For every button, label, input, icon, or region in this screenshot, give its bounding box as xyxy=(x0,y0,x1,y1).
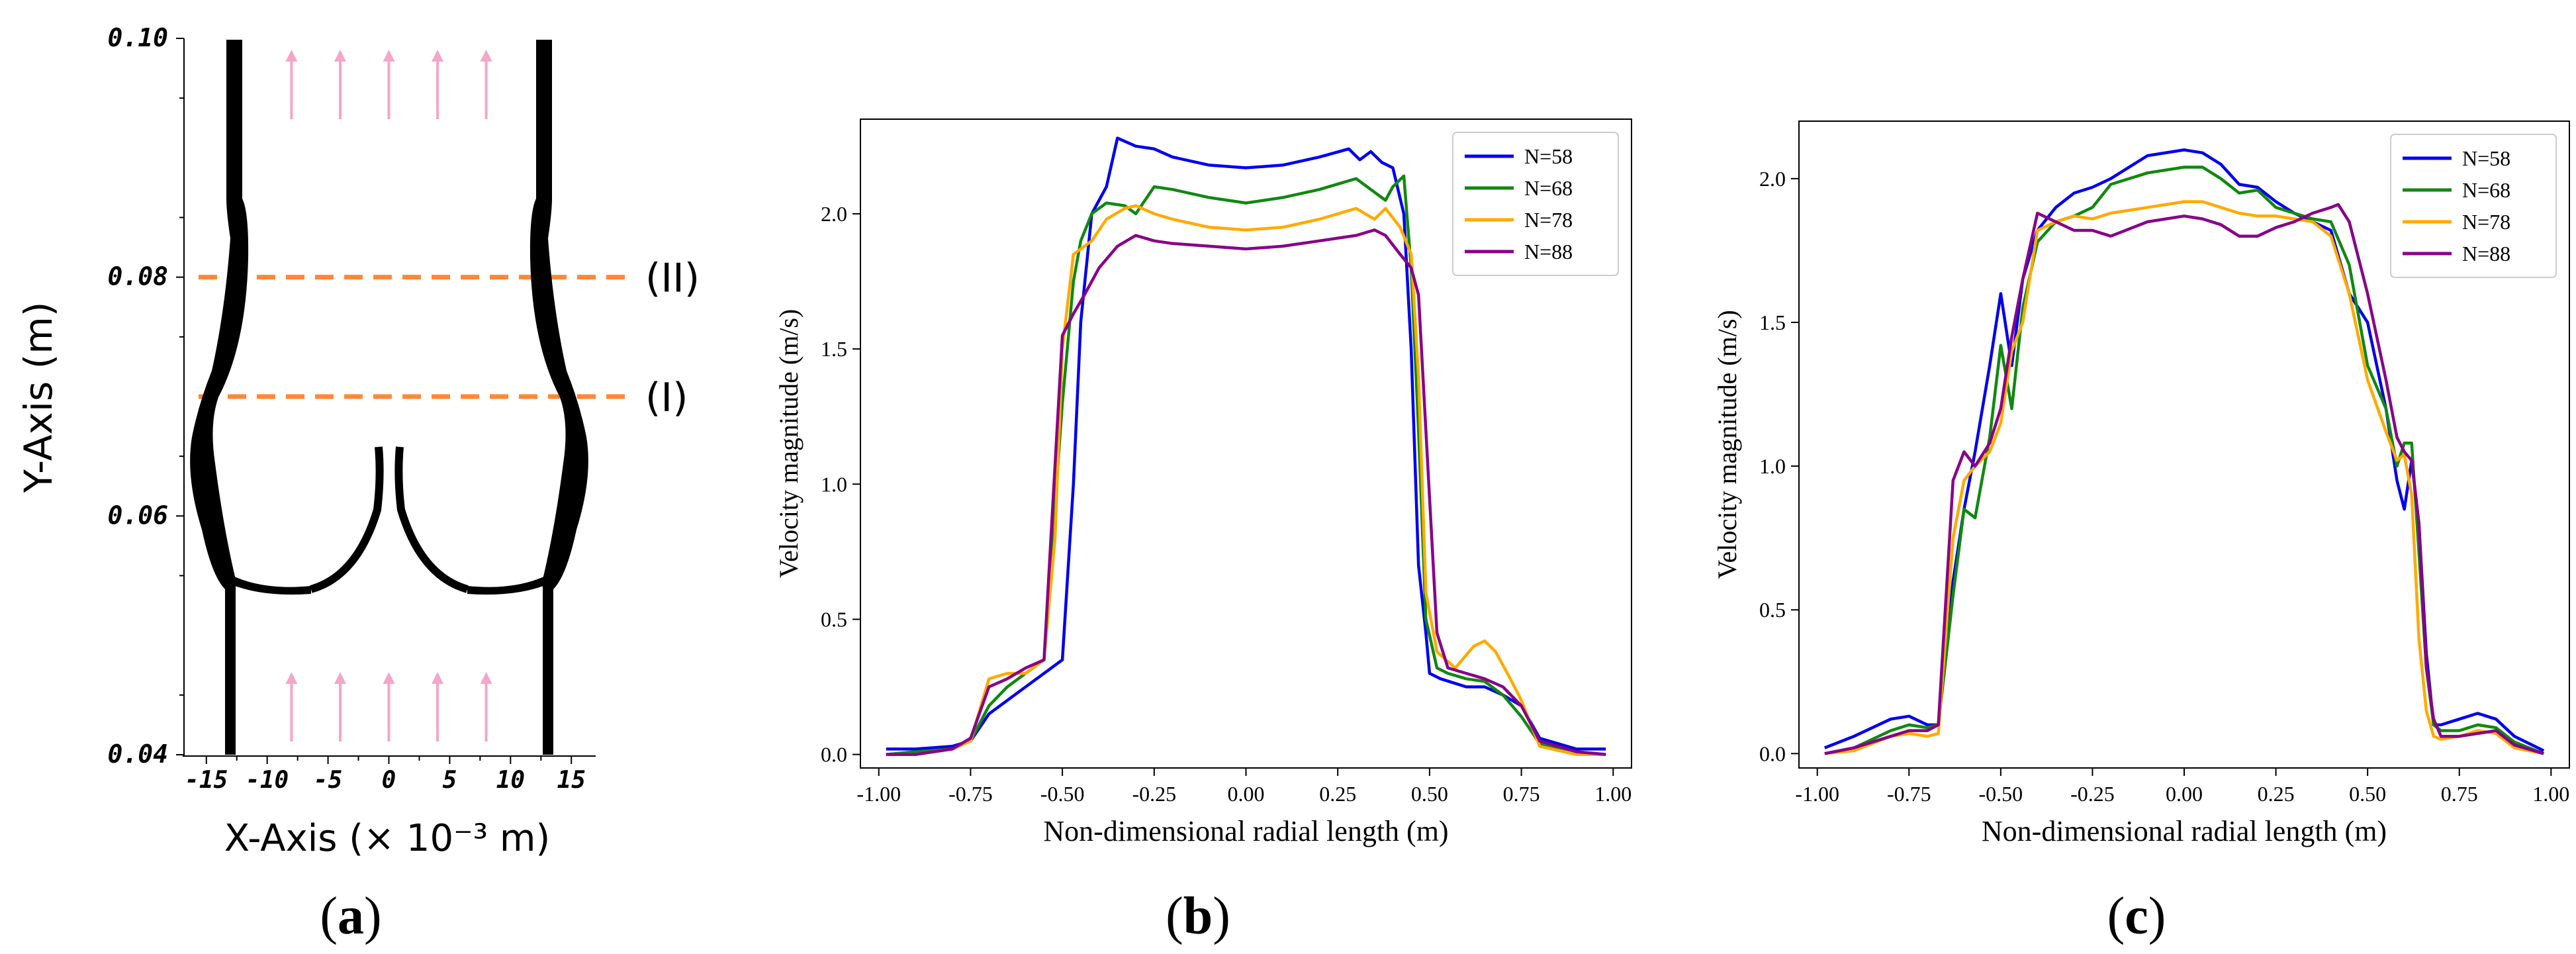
left-base xyxy=(233,576,311,595)
b-x-tick-label: 0.25 xyxy=(1319,782,1356,806)
section-label: (II) xyxy=(645,256,700,302)
b-x-tick-label: 0.50 xyxy=(1411,782,1448,806)
b-x-tick-label: 1.00 xyxy=(1594,782,1632,806)
a-x-tick-label: 10 xyxy=(496,767,525,794)
c-legend-label: N=88 xyxy=(2462,242,2510,265)
b-legend-label: N=88 xyxy=(1524,240,1573,263)
c-legend-box xyxy=(2390,134,2557,278)
left-wall xyxy=(190,40,249,755)
b-series-line-N=78 xyxy=(886,204,1606,756)
panel-label-c: (c) xyxy=(2107,887,2166,945)
c-y-axis-label: Velocity magnitude (m/s) xyxy=(1712,310,1742,579)
c-x-tick-label: 0.50 xyxy=(2349,782,2386,806)
a-y-tick-label: 0.04 xyxy=(107,739,168,769)
flow-arrow-head xyxy=(285,50,298,62)
b-x-tick-label: -1.00 xyxy=(856,782,901,806)
a-x-tick-label: -10 xyxy=(246,767,289,794)
a-x-tick-label: -5 xyxy=(314,767,342,794)
c-series-line-N=78 xyxy=(1824,200,2544,755)
panel-b-chart: -1.00 -0.75 -0.50 -0.25 0.00 0.25 0.50 0.75 1.00… xyxy=(774,119,1632,847)
b-legend-box xyxy=(1452,132,1619,276)
c-x-tick-label: -0.25 xyxy=(2070,782,2115,806)
c-x-tick-label: 0.00 xyxy=(2166,782,2203,806)
b-series-line-N=88 xyxy=(886,228,1606,756)
c-x-tick-label: -1.00 xyxy=(1795,782,1839,806)
b-x-axis-label: Non-dimensional radial length (m) xyxy=(1043,815,1448,847)
c-y-tick-label: 2.0 xyxy=(1759,167,1786,191)
right-leaflet xyxy=(394,446,469,593)
flow-arrow-head xyxy=(432,50,444,62)
c-x-axis-label: Non-dimensional radial length (m) xyxy=(1982,815,2387,847)
c-series-line-N=88 xyxy=(1824,203,2544,755)
b-x-tick-label: -0.75 xyxy=(948,782,993,806)
flow-arrow-head xyxy=(334,50,346,62)
c-y-tick-label: 1.5 xyxy=(1759,310,1786,334)
left-leaflet xyxy=(310,446,384,593)
a-y-axis-label: Y-Axis (m) xyxy=(16,302,61,494)
b-x-tick-label: 0.75 xyxy=(1503,782,1540,806)
flow-arrow-head xyxy=(432,672,444,684)
c-legend-label: N=68 xyxy=(2462,178,2510,202)
a-x-tick-label: -15 xyxy=(185,767,228,794)
right-wall xyxy=(529,40,588,755)
a-x-tick-label: 0 xyxy=(382,767,396,794)
a-y-tick-label: 0.08 xyxy=(107,262,168,291)
c-legend-label: N=58 xyxy=(2462,146,2510,170)
a-x-tick-label: 15 xyxy=(557,767,586,794)
section-label: (I) xyxy=(645,375,688,421)
b-x-tick-label: -0.50 xyxy=(1040,782,1085,806)
c-x-tick-label: -0.75 xyxy=(1887,782,1931,806)
c-x-tick-label: 1.00 xyxy=(2532,782,2569,806)
flow-arrow-head xyxy=(285,672,298,684)
b-legend-label: N=68 xyxy=(1524,176,1573,200)
b-x-tick-label: -0.25 xyxy=(1132,782,1176,806)
flow-arrow-head xyxy=(383,50,395,62)
flow-arrow-head xyxy=(480,50,492,62)
c-x-tick-label: 0.25 xyxy=(2258,782,2295,806)
b-y-tick-label: 0.0 xyxy=(821,743,847,767)
vessel-walls xyxy=(190,40,588,755)
flow-arrow-head xyxy=(334,672,346,684)
panel-label-b: (b) xyxy=(1166,887,1230,945)
c-x-tick-label: 0.75 xyxy=(2441,782,2478,806)
c-y-tick-label: 0.5 xyxy=(1759,598,1786,622)
b-legend-label: N=58 xyxy=(1524,144,1573,168)
b-y-tick-label: 1.5 xyxy=(821,337,847,361)
c-x-tick-label: -0.50 xyxy=(1979,782,2023,806)
a-x-axis-label: X-Axis (× 10⁻³ m) xyxy=(224,817,551,860)
flow-arrow-head xyxy=(480,672,492,684)
b-x-tick-label: 0.00 xyxy=(1228,782,1265,806)
panel-a-geometry: (II) (I) 0.04 0.06 0.08 0.10 -15 -10 -5 0 5 10 15X-… xyxy=(16,23,700,860)
a-x-tick-label: 5 xyxy=(443,767,457,794)
c-legend-label: N=78 xyxy=(2462,210,2510,234)
b-legend-label: N=78 xyxy=(1524,208,1573,232)
b-y-tick-label: 0.5 xyxy=(821,607,847,631)
c-y-tick-label: 1.0 xyxy=(1759,454,1786,478)
panel-c-chart: -1.00 -0.75 -0.50 -0.25 0.00 0.25 0.50 0.75 1.00… xyxy=(1712,120,2570,847)
a-y-tick-label: 0.10 xyxy=(107,23,168,52)
flow-arrow-head xyxy=(383,672,395,684)
b-series-line-N=58 xyxy=(886,136,1606,751)
b-y-tick-label: 1.0 xyxy=(821,472,847,496)
a-y-tick-label: 0.06 xyxy=(107,501,168,530)
b-y-axis-label: Velocity magnitude (m/s) xyxy=(774,309,804,579)
panel-label-a: (a) xyxy=(320,887,381,945)
b-y-tick-label: 2.0 xyxy=(821,202,847,226)
right-base xyxy=(467,576,545,595)
c-y-tick-label: 0.0 xyxy=(1759,741,1786,765)
